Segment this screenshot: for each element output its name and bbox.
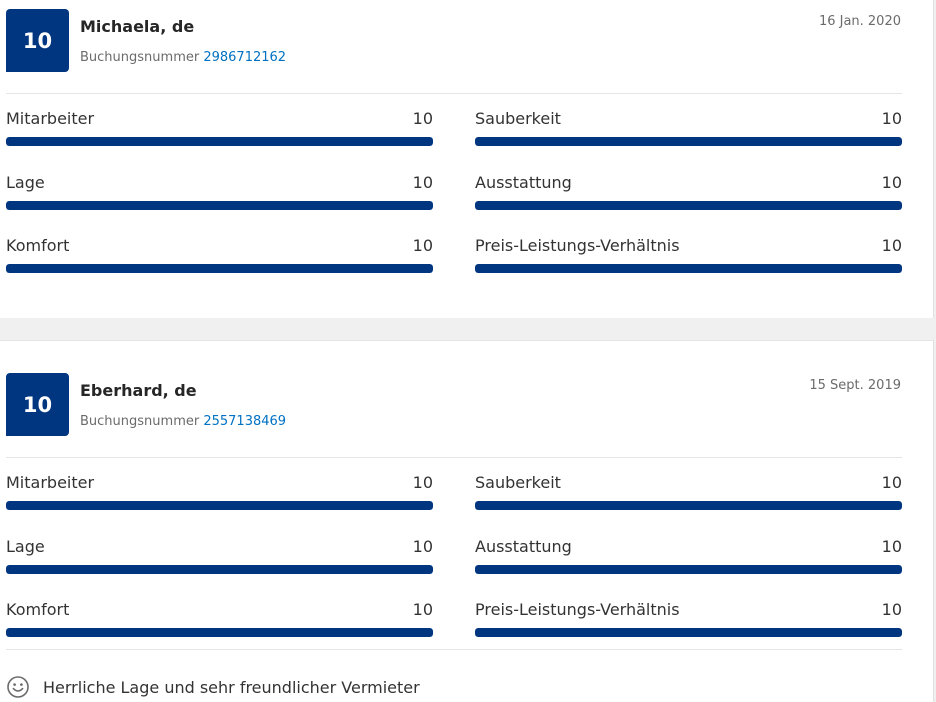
metric-label: Komfort <box>6 236 70 255</box>
metric-bar-track <box>475 565 902 574</box>
metric-value-for-money: Preis-Leistungs-Verhältnis 10 <box>475 236 902 276</box>
metric-bar-track <box>6 264 433 273</box>
metric-facilities: Ausstattung 10 <box>475 173 902 213</box>
metric-bar-fill <box>6 264 433 273</box>
metric-label: Preis-Leistungs-Verhältnis <box>475 600 680 619</box>
metric-bar-fill <box>475 264 902 273</box>
review-card: 10 Eberhard, de Buchungsnummer 255713846… <box>0 340 934 702</box>
metric-bar-fill <box>475 565 902 574</box>
smile-icon <box>7 676 29 698</box>
metric-bar-track <box>475 137 902 146</box>
metric-bar-fill <box>6 628 433 637</box>
metric-staff: Mitarbeiter 10 <box>6 473 433 513</box>
metric-score: 10 <box>412 537 433 556</box>
metric-bar-track <box>6 201 433 210</box>
metric-bar-fill <box>475 501 902 510</box>
metric-score: 10 <box>412 600 433 619</box>
divider <box>6 649 902 650</box>
metric-bar-track <box>475 264 902 273</box>
metric-label: Ausstattung <box>475 173 572 192</box>
metric-score: 10 <box>412 473 433 492</box>
metric-label: Komfort <box>6 600 70 619</box>
metric-location: Lage 10 <box>6 173 433 213</box>
booking-line: Buchungsnummer 2557138469 <box>80 414 286 429</box>
metric-cleanliness: Sauberkeit 10 <box>475 473 902 513</box>
metric-label: Sauberkeit <box>475 109 561 128</box>
review-date: 16 Jan. 2020 <box>818 14 901 29</box>
metric-bar-track <box>6 501 433 510</box>
metric-bar-fill <box>6 565 433 574</box>
metric-score: 10 <box>881 109 902 128</box>
metric-label: Sauberkeit <box>475 473 561 492</box>
metric-location: Lage 10 <box>6 537 433 577</box>
positive-comment: Herrliche Lage und sehr freundlicher Ver… <box>6 675 420 699</box>
metric-value-for-money: Preis-Leistungs-Verhältnis 10 <box>475 600 902 640</box>
metric-score: 10 <box>881 473 902 492</box>
booking-label: Buchungsnummer <box>80 414 200 429</box>
metric-score: 10 <box>881 173 902 192</box>
metric-label: Lage <box>6 537 45 556</box>
metric-label: Preis-Leistungs-Verhältnis <box>475 236 680 255</box>
metric-label: Mitarbeiter <box>6 109 95 128</box>
metric-bar-track <box>6 628 433 637</box>
metric-bar-track <box>6 137 433 146</box>
metric-label: Mitarbeiter <box>6 473 95 492</box>
metric-bar-fill <box>475 137 902 146</box>
booking-label: Buchungsnummer <box>80 50 200 65</box>
divider <box>6 93 902 94</box>
booking-number-link[interactable]: 2986712162 <box>203 50 287 65</box>
metric-label: Lage <box>6 173 45 192</box>
metric-score: 10 <box>881 537 902 556</box>
metric-bar-track <box>6 565 433 574</box>
metric-score: 10 <box>881 236 902 255</box>
metric-score: 10 <box>881 600 902 619</box>
metric-bar-fill <box>475 628 902 637</box>
review-score-badge: 10 <box>6 9 69 72</box>
metric-label: Ausstattung <box>475 537 572 556</box>
review-score-badge: 10 <box>6 373 69 436</box>
metric-bar-fill <box>6 137 433 146</box>
metric-comfort: Komfort 10 <box>6 600 433 640</box>
metric-bar-track <box>475 201 902 210</box>
divider <box>6 457 902 458</box>
metric-bar-track <box>475 628 902 637</box>
metric-bar-track <box>475 501 902 510</box>
metric-staff: Mitarbeiter 10 <box>6 109 433 149</box>
metric-comfort: Komfort 10 <box>6 236 433 276</box>
booking-number-link[interactable]: 2557138469 <box>203 414 287 429</box>
metric-bar-fill <box>6 201 433 210</box>
booking-line: Buchungsnummer 2986712162 <box>80 50 286 65</box>
metric-bar-fill <box>6 501 433 510</box>
review-card: 10 Michaela, de Buchungsnummer 298671216… <box>0 0 934 318</box>
metric-bar-fill <box>475 201 902 210</box>
reviewer-name: Michaela, de <box>80 17 195 36</box>
metric-facilities: Ausstattung 10 <box>475 537 902 577</box>
metric-cleanliness: Sauberkeit 10 <box>475 109 902 149</box>
reviewer-name: Eberhard, de <box>80 381 197 400</box>
metric-score: 10 <box>412 109 433 128</box>
metric-score: 10 <box>412 236 433 255</box>
metric-score: 10 <box>412 173 433 192</box>
review-date: 15 Sept. 2019 <box>809 378 901 393</box>
positive-comment-text: Herrliche Lage und sehr freundlicher Ver… <box>43 677 420 697</box>
